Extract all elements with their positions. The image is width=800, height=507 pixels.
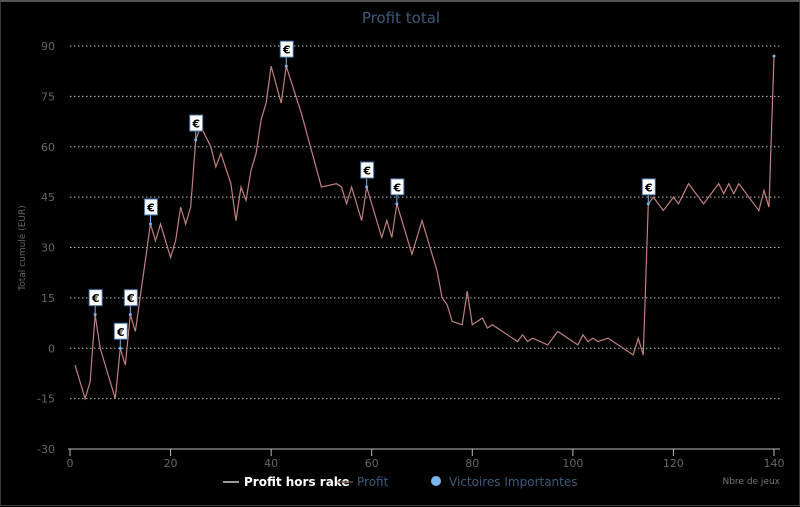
flag-point <box>148 222 152 226</box>
legend-label: Profit <box>357 475 389 489</box>
victoire-flag[interactable]: € <box>641 178 656 206</box>
legend-item-profit[interactable]: Profit <box>337 475 389 489</box>
y-tick-label: 90 <box>41 40 55 53</box>
flag-box <box>113 322 128 340</box>
x-tick-label: 0 <box>67 457 74 470</box>
victoire-flag[interactable] <box>772 54 776 58</box>
x-tick-label: 80 <box>465 457 479 470</box>
euro-icon: € <box>362 165 371 178</box>
flag-box <box>143 198 158 216</box>
victoire-flag[interactable]: € <box>113 322 128 350</box>
victoire-flag[interactable]: € <box>143 198 158 226</box>
euro-icon: € <box>282 44 291 57</box>
flag-point <box>772 54 776 58</box>
y-tick-label: -15 <box>37 393 55 406</box>
y-tick-label: 75 <box>41 90 55 103</box>
euro-icon: € <box>393 181 402 194</box>
x-axis-label: Nbre de jeux <box>722 477 780 487</box>
euro-icon: € <box>116 326 125 339</box>
flag-point <box>284 64 288 68</box>
euro-icon: € <box>644 181 653 194</box>
series-line-profit <box>74 56 775 401</box>
euro-icon: € <box>146 201 155 214</box>
flag-box <box>279 40 294 58</box>
y-tick-label: 0 <box>48 342 55 355</box>
x-tick-label: 140 <box>764 457 785 470</box>
flag-box <box>641 178 656 196</box>
flag-box <box>88 289 103 307</box>
legend-item-victoires[interactable]: Victoires Importantes <box>431 475 578 489</box>
victoire-flag[interactable]: € <box>279 40 294 68</box>
x-tick-label: 40 <box>264 457 278 470</box>
y-tick-label: 15 <box>41 292 55 305</box>
legend-item-profit-hors-rake[interactable]: Profit hors rake <box>223 475 350 489</box>
euro-icon: € <box>191 118 200 131</box>
flag-box <box>360 161 375 179</box>
y-axis-label: Total cumulé (EUR) <box>17 205 28 291</box>
flag-point <box>395 202 399 206</box>
y-tick-label: 30 <box>41 242 55 255</box>
victoire-flag[interactable]: € <box>189 114 204 142</box>
euro-icon: € <box>126 292 135 305</box>
y-tick-label: 60 <box>41 141 55 154</box>
victoire-flag[interactable]: € <box>360 161 375 189</box>
flag-point <box>194 138 198 142</box>
chart-title: Profit total <box>362 9 440 27</box>
flag-box <box>123 289 138 307</box>
flag-point <box>118 346 122 350</box>
flag-point <box>128 313 132 317</box>
x-tick-label: 120 <box>663 457 684 470</box>
x-tick-label: 20 <box>164 457 178 470</box>
legend-label: Profit hors rake <box>244 475 350 489</box>
y-tick-label: -30 <box>37 443 55 456</box>
x-tick-label: 60 <box>365 457 379 470</box>
x-tick-label: 100 <box>562 457 583 470</box>
flag-box <box>189 114 204 132</box>
legend: Profit hors rake Profit Victoires Import… <box>223 475 578 489</box>
flag-point <box>365 185 369 189</box>
victoire-flag[interactable]: € <box>88 289 103 317</box>
flag-point <box>646 202 650 206</box>
legend-marker-victoires <box>431 476 441 486</box>
victoire-flag[interactable]: € <box>390 178 405 206</box>
victoire-flag[interactable]: € <box>123 289 138 317</box>
flag-point <box>93 313 97 317</box>
legend-label: Victoires Importantes <box>449 475 578 489</box>
y-tick-label: 45 <box>41 191 55 204</box>
euro-icon: € <box>91 292 100 305</box>
flag-box <box>390 178 405 196</box>
